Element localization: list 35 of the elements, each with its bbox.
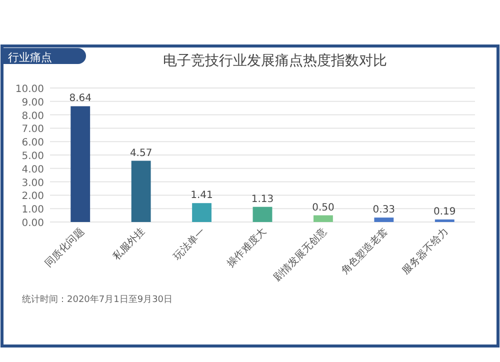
bar [314, 215, 333, 222]
bar [131, 160, 151, 222]
bar [374, 218, 394, 222]
y-tick-label: 3.00 [22, 178, 44, 189]
y-tick-label: 4.00 [22, 164, 44, 176]
x-tick-label: 服务器不给力 [400, 226, 451, 277]
bar [252, 206, 272, 222]
bar [434, 219, 454, 222]
y-tick-label: 8.00 [22, 110, 44, 122]
bar [70, 106, 90, 222]
y-tick-label: 5.00 [22, 151, 44, 162]
chart-title: 电子竞技行业发展痛点热度指数对比 [163, 53, 387, 69]
y-tick-label: 7.00 [22, 124, 44, 136]
data-label: 1.13 [251, 194, 274, 205]
y-tick-label: 0.00 [22, 218, 44, 229]
y-tick-label: 2.00 [22, 191, 44, 202]
chart-subtitle: 行业痛点 [8, 51, 52, 64]
x-tick-label: 玩法单一 [171, 226, 208, 262]
y-tick-label: 9.00 [22, 97, 44, 108]
x-tick-label: 角色塑造老套 [339, 226, 390, 277]
x-tick-label: 同质化问题 [42, 226, 86, 270]
data-label: 0.50 [312, 202, 334, 214]
text: 统计时间：2020年7月1日至9月30日 [22, 294, 173, 305]
data-label: 0.19 [434, 206, 456, 218]
y-tick-label: 10.00 [15, 84, 44, 95]
x-tick-label: 操作难度大 [224, 226, 269, 270]
bar [192, 203, 212, 222]
data-label: 1.41 [190, 190, 213, 202]
data-label: 0.33 [372, 204, 396, 216]
x-tick-label: 私服外挂 [110, 226, 148, 262]
x-tick-label: 剧情发展无创意 [271, 226, 330, 284]
data-label: 4.57 [130, 148, 152, 159]
data-label: 8.64 [69, 93, 92, 104]
y-tick-label: 6.00 [22, 138, 44, 149]
y-tick-label: 1.00 [22, 204, 44, 216]
